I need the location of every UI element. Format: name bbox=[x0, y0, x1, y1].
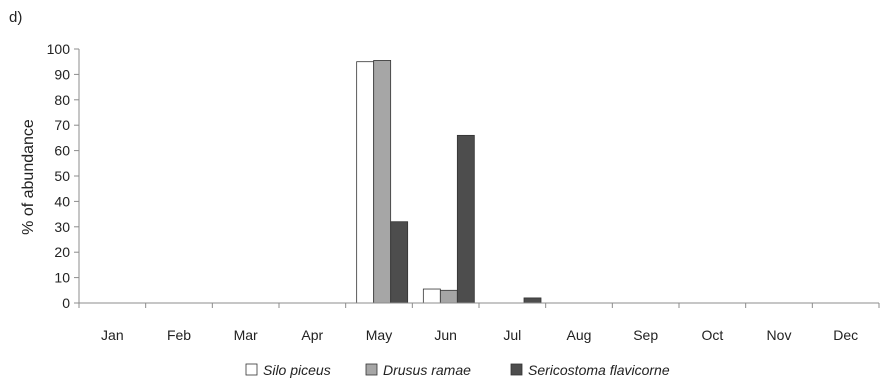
y-tick-label: 80 bbox=[54, 92, 70, 108]
legend-swatch bbox=[245, 363, 258, 376]
y-tick-label: 60 bbox=[54, 143, 70, 159]
legend: Silo piceus Drusus ramae Sericostoma flavi… bbox=[245, 362, 670, 378]
bar bbox=[439, 289, 458, 304]
x-tick-label: Feb bbox=[167, 327, 191, 343]
y-tick-label: 70 bbox=[54, 117, 70, 133]
y-tick-label: 10 bbox=[54, 270, 70, 286]
bar bbox=[523, 297, 542, 304]
y-tick-label: 90 bbox=[54, 66, 70, 82]
bar bbox=[456, 134, 475, 304]
x-tick-label: Nov bbox=[767, 327, 792, 343]
x-tick-label: Apr bbox=[301, 327, 323, 343]
x-tick-label: Jan bbox=[101, 327, 124, 343]
y-tick-label: 50 bbox=[54, 168, 70, 184]
x-tick-label: Mar bbox=[234, 327, 258, 343]
legend-swatch bbox=[365, 363, 378, 376]
bar bbox=[356, 61, 375, 304]
y-axis-title: % of abundance bbox=[20, 119, 37, 235]
bar bbox=[390, 221, 409, 304]
y-tick-label: 0 bbox=[62, 295, 70, 311]
legend-label: Silo piceus bbox=[263, 362, 331, 378]
y-axis-ticks: 0 10 20 30 40 50 60 70 80 90 100 bbox=[47, 41, 79, 311]
x-tick-label: Jul bbox=[503, 327, 521, 343]
legend-label: Drusus ramae bbox=[383, 362, 471, 378]
x-axis-ticks: Jan Feb Mar Apr May Jun Jul Aug Sep Oct Nov Dec bbox=[78, 303, 880, 343]
panel-label: d) bbox=[9, 9, 22, 26]
legend-swatch bbox=[510, 363, 523, 376]
bar bbox=[373, 60, 392, 304]
x-tick-label: Sep bbox=[633, 327, 658, 343]
x-tick-label: Aug bbox=[567, 327, 592, 343]
x-tick-label: Dec bbox=[833, 327, 858, 343]
bars bbox=[356, 60, 542, 304]
y-tick-label: 30 bbox=[54, 219, 70, 235]
y-tick-label: 40 bbox=[54, 193, 70, 209]
bar bbox=[422, 288, 441, 304]
y-tick-label: 20 bbox=[54, 244, 70, 260]
x-tick-label: Oct bbox=[701, 327, 723, 343]
legend-label: Sericostoma flavicorne bbox=[528, 362, 670, 378]
y-tick-label: 100 bbox=[47, 41, 71, 57]
x-tick-label: May bbox=[366, 327, 392, 343]
x-tick-label: Jun bbox=[434, 327, 457, 343]
